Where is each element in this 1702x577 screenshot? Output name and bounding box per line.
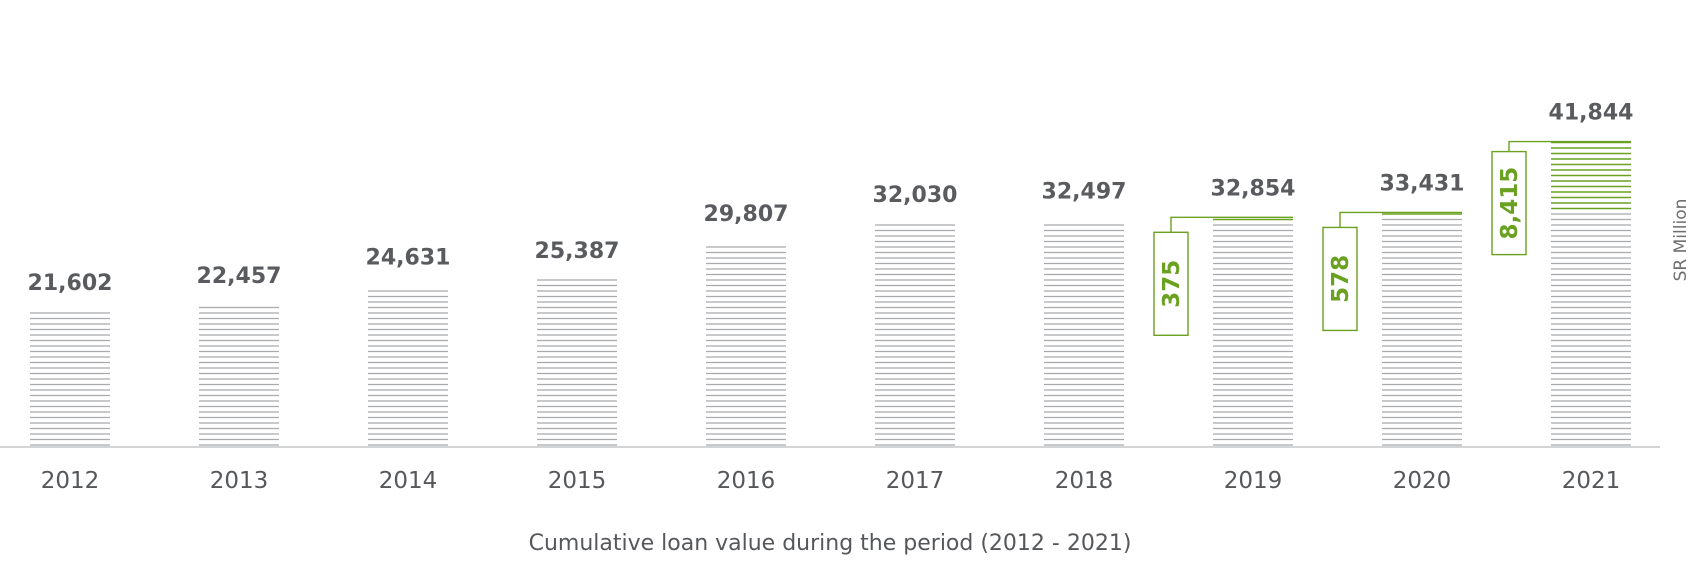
bar-2013 — [199, 306, 279, 446]
year-label-2015: 2015 — [548, 468, 607, 494]
year-label-2021: 2021 — [1562, 468, 1621, 494]
value-label-2015: 25,387 — [535, 239, 620, 264]
increment-callout-2020: 578 — [1322, 211, 1462, 332]
value-label-2017: 32,030 — [873, 183, 958, 208]
bar-2015 — [537, 279, 617, 446]
value-label-2018: 32,497 — [1042, 179, 1127, 204]
bar-2016 — [706, 246, 786, 446]
year-label-2016: 2016 — [717, 468, 776, 494]
x-axis-title: Cumulative loan value during the period … — [529, 531, 1132, 556]
increment-label-2021: 8,415 — [1497, 167, 1523, 240]
bar-2017 — [875, 224, 955, 446]
value-label-2020: 33,431 — [1380, 171, 1465, 196]
bar-2018 — [1044, 224, 1124, 446]
year-label-2013: 2013 — [210, 468, 269, 494]
labels-layer: 21,602 2012 22,457 2013 24,631 2014 25,387 2015… — [28, 101, 1634, 494]
bar-2019 — [1213, 218, 1293, 446]
year-label-2017: 2017 — [886, 468, 945, 494]
year-label-2018: 2018 — [1055, 468, 1114, 494]
bars-layer — [30, 141, 1631, 446]
increment-callout-2021: 8,415 — [1491, 140, 1631, 256]
bar-2012 — [30, 312, 110, 446]
year-label-2012: 2012 — [41, 468, 100, 494]
increment-label-2020: 578 — [1328, 255, 1354, 303]
bar-2021 — [1551, 141, 1631, 446]
bar-2020 — [1382, 213, 1462, 446]
value-label-2012: 21,602 — [28, 271, 113, 296]
value-label-2016: 29,807 — [704, 202, 789, 227]
year-label-2014: 2014 — [379, 468, 438, 494]
value-label-2013: 22,457 — [197, 264, 282, 289]
increment-label-2019: 375 — [1159, 260, 1185, 308]
y-axis-unit-label: SR Million — [1671, 199, 1691, 282]
year-label-2019: 2019 — [1224, 468, 1283, 494]
year-label-2020: 2020 — [1393, 468, 1452, 494]
bar-2014 — [368, 290, 448, 446]
value-label-2021: 41,844 — [1549, 101, 1634, 126]
value-label-2019: 32,854 — [1211, 176, 1296, 201]
increment-callout-2019: 375 — [1153, 216, 1293, 336]
value-label-2014: 24,631 — [366, 246, 451, 271]
